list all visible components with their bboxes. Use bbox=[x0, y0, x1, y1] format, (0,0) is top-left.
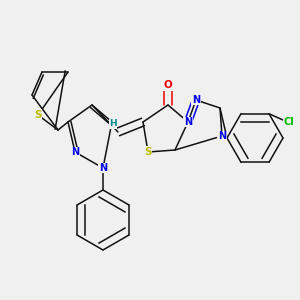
Text: O: O bbox=[164, 80, 172, 90]
Text: S: S bbox=[34, 110, 42, 120]
Text: H: H bbox=[109, 119, 117, 128]
Text: Cl: Cl bbox=[284, 117, 294, 127]
Text: N: N bbox=[99, 163, 107, 173]
Text: N: N bbox=[184, 117, 192, 127]
Text: N: N bbox=[71, 147, 79, 157]
Text: N: N bbox=[218, 131, 226, 141]
Text: N: N bbox=[192, 95, 200, 105]
Text: S: S bbox=[144, 147, 152, 157]
